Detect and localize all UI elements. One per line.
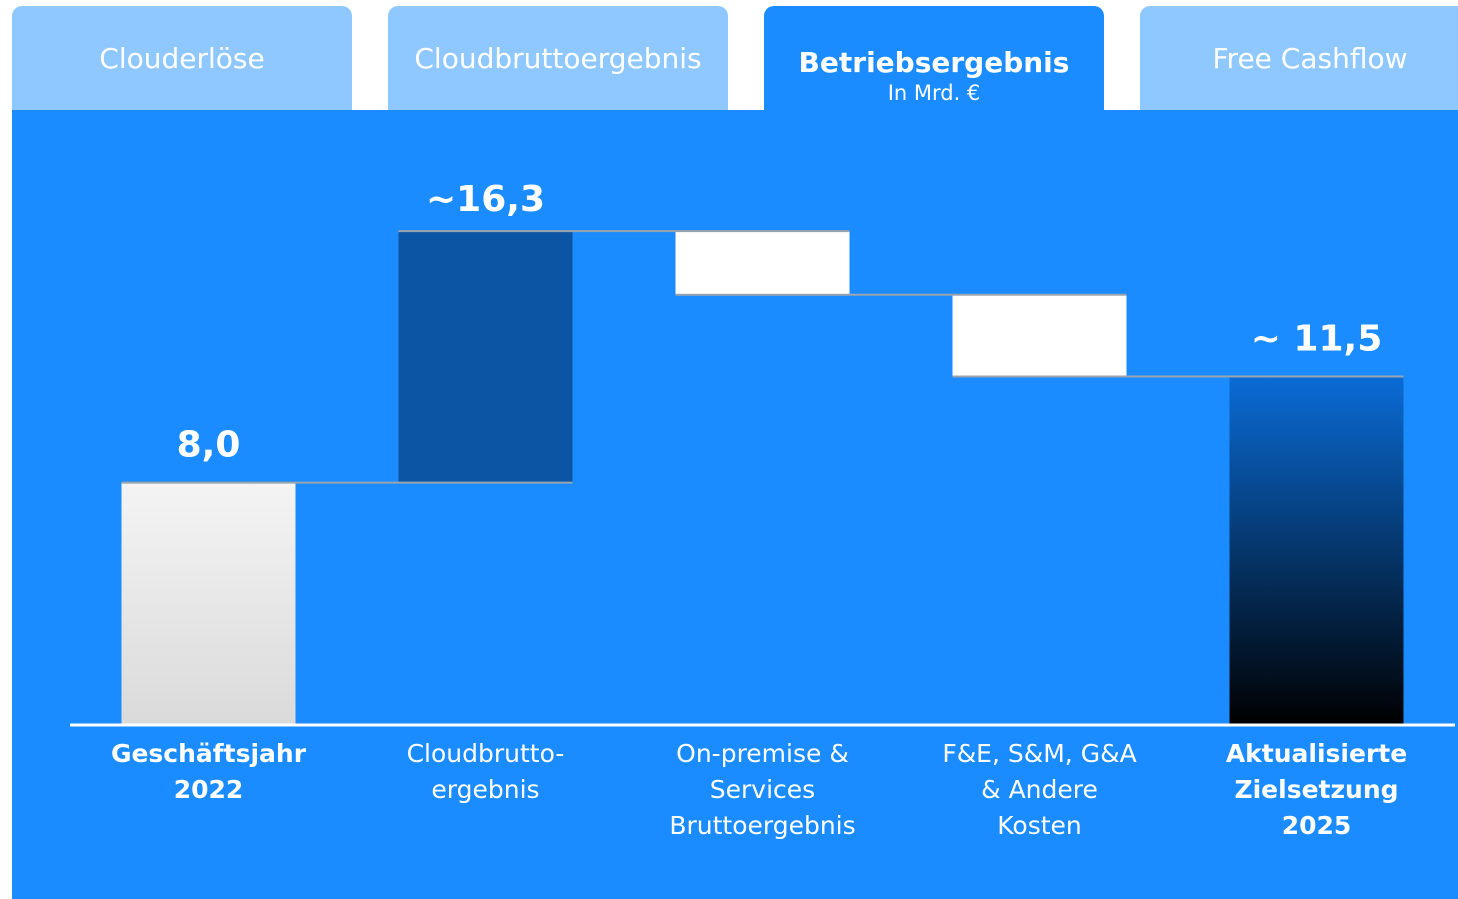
tab[interactable]: Clouderlöse [12,6,352,110]
tab-label: Free Cashflow [1212,42,1408,75]
x-tick-label: On-premise & Services Bruttoergebnis [669,739,856,840]
bar [675,231,850,295]
tab[interactable]: Betriebsergebnis In Mrd. € [764,6,1104,110]
bar [398,231,573,483]
tab[interactable]: Cloudbruttoergebnis [388,6,728,110]
tab-label: Cloudbruttoergebnis [414,42,702,75]
tab-label: Clouderlöse [99,42,265,75]
annotation: ~16,3 [426,179,545,220]
tab-subtitle: In Mrd. € [887,81,981,105]
x-tick-label: F&E, S&M, G&A & Andere Kosten [942,739,1137,840]
value-label: ~ 11,5 [1251,319,1383,360]
tab-label: Betriebsergebnis [798,46,1070,79]
bar [952,294,1127,377]
bar [121,482,296,725]
tab[interactable]: Free Cashflow [1140,6,1458,110]
x-tick-label: Cloudbrutto- ergebnis [406,739,565,804]
value-label: 8,0 [177,425,241,466]
bar [1229,376,1404,725]
x-tick-label: Aktualisierte Zielsetzung 2025 [1225,739,1408,840]
x-tick-label: Geschäftsjahr 2022 [110,739,307,804]
